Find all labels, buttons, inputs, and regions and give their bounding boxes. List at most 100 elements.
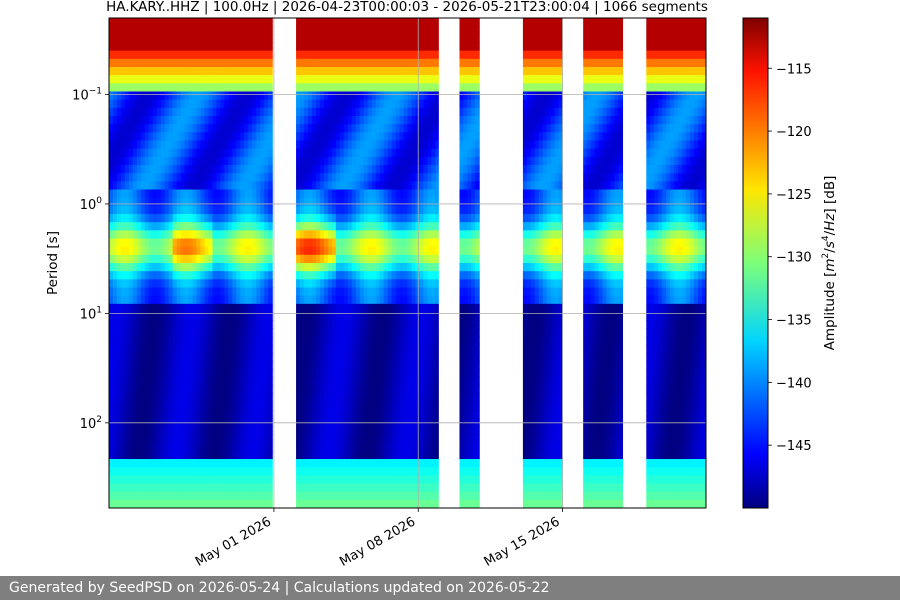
spectrogram-cell — [363, 263, 369, 272]
spectrogram-cell — [407, 124, 413, 133]
spectrogram-cell — [319, 491, 325, 501]
spectrogram-cell — [244, 393, 249, 403]
spectrogram-cell — [156, 140, 162, 150]
spectrogram-cell — [244, 214, 249, 223]
spectrogram-cell — [383, 205, 389, 215]
spectrogram-cell — [180, 107, 186, 117]
spectrogram-cell — [411, 491, 417, 501]
spectrogram-cell — [375, 197, 381, 207]
spectrogram-cell — [228, 401, 233, 411]
spectrogram-cell — [196, 165, 202, 174]
spectrogram-cell — [308, 459, 313, 468]
spectrogram-cell — [343, 197, 349, 207]
spectrogram-cell — [120, 401, 126, 411]
spectrogram-cell — [419, 165, 425, 174]
spectrogram-cell — [347, 361, 353, 370]
spectrogram-cell — [248, 377, 253, 387]
spectrogram-cell — [522, 385, 528, 395]
spectrogram-cell — [335, 165, 341, 174]
spectrogram-cell — [236, 132, 241, 142]
spectrogram-cell — [240, 483, 245, 493]
spectrogram-cell — [467, 295, 472, 305]
spectrogram-cell — [236, 434, 241, 444]
spectrogram-cell — [112, 148, 118, 158]
spectrogram-cell — [204, 197, 210, 207]
spectrogram-cell — [399, 499, 405, 508]
spectrogram-cell — [375, 246, 381, 256]
spectrogram-cell — [339, 352, 345, 362]
spectrogram-cell — [311, 295, 317, 305]
spectrogram-cell — [375, 483, 381, 493]
spectrogram-cell — [463, 99, 468, 109]
spectrogram-cell — [240, 181, 245, 191]
spectrogram-cell — [363, 377, 369, 387]
spectrogram-cell — [327, 230, 333, 240]
spectrogram-cell — [164, 320, 170, 329]
spectrogram-cell — [327, 148, 333, 158]
spectrogram-cell — [208, 116, 214, 125]
spectrogram-cell — [212, 58, 218, 68]
spectrogram-cell — [244, 173, 249, 182]
spectrogram-cell — [407, 320, 413, 329]
spectrogram-cell — [296, 214, 301, 223]
spectrogram-cell — [144, 246, 150, 256]
spectrogram-cell — [304, 156, 309, 166]
spectrogram-cell — [419, 467, 425, 476]
spectrogram-cell — [387, 475, 393, 485]
spectrogram-cell — [471, 483, 476, 493]
spectrogram-cell — [471, 320, 476, 329]
spectrogram-cell — [112, 58, 118, 68]
spectrogram-cell — [109, 83, 114, 93]
spectrogram-cell — [128, 83, 134, 93]
spectrogram-cell — [132, 18, 138, 27]
spectrogram-cell — [140, 426, 146, 436]
spectrogram-cell — [375, 312, 381, 321]
spectrogram-cell — [411, 385, 417, 395]
spectrogram-cell — [403, 238, 409, 248]
spectrogram-cell — [300, 67, 305, 76]
spectrogram-cell — [427, 99, 432, 109]
spectrogram-cell — [407, 148, 413, 158]
spectrogram-cell — [252, 107, 257, 117]
spectrogram-cell — [252, 156, 257, 166]
spectrogram-cell — [387, 303, 393, 313]
spectrogram-cell — [463, 83, 468, 93]
spectrogram-cell — [112, 67, 118, 76]
spectrogram-cell — [407, 116, 413, 125]
spectrogram-cell — [116, 173, 122, 182]
spectrogram-cell — [260, 246, 265, 256]
spectrogram-cell — [427, 91, 432, 101]
spectrogram-cell — [112, 303, 118, 313]
spectrogram-cell — [192, 369, 198, 378]
spectrogram-cell — [208, 205, 214, 215]
spectrogram-cell — [300, 312, 305, 321]
spectrogram-cell — [355, 124, 361, 133]
spectrogram-cell — [216, 254, 222, 264]
spectrogram-cell — [475, 189, 480, 199]
spectrogram-cell — [522, 214, 528, 223]
spectrogram-cell — [212, 165, 218, 174]
spectrogram-cell — [232, 222, 237, 231]
spectrogram-cell — [395, 344, 401, 354]
spectrogram-cell — [156, 344, 162, 354]
spectrogram-cell — [232, 189, 237, 199]
spectrogram-cell — [144, 491, 150, 501]
spectrogram-cell — [188, 426, 194, 436]
spectrogram-cell — [403, 18, 409, 27]
spectrogram-cell — [148, 499, 154, 508]
spectrogram-cell — [216, 246, 222, 256]
spectrogram-cell — [192, 205, 198, 215]
spectrogram-cell — [212, 107, 218, 117]
spectrogram-cell — [315, 426, 321, 436]
spectrogram-cell — [419, 99, 425, 109]
spectrogram-cell — [367, 197, 373, 207]
spectrogram-cell — [188, 116, 194, 125]
spectrogram-cell — [232, 50, 237, 60]
spectrogram-cell — [260, 26, 265, 35]
spectrogram-cell — [240, 165, 245, 174]
spectrogram-cell — [471, 189, 476, 199]
spectrogram-cell — [471, 410, 476, 419]
spectrogram-cell — [300, 393, 305, 403]
spectrogram-cell — [427, 197, 432, 207]
spectrogram-cell — [180, 491, 186, 501]
